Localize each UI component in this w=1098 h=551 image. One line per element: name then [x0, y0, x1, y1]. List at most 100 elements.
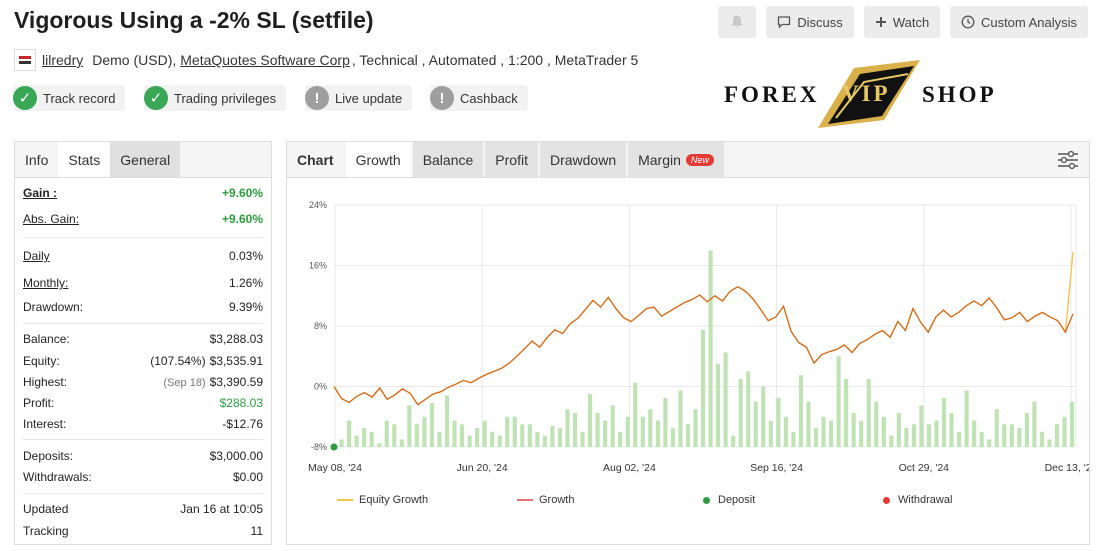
tab-balance[interactable]: Balance — [412, 142, 484, 177]
tab-growth[interactable]: Growth — [345, 142, 411, 177]
stat-value: 9.39% — [228, 300, 263, 314]
tab-stats[interactable]: Stats — [58, 142, 111, 177]
custom-analysis-button[interactable]: Custom Analysis — [950, 6, 1088, 38]
watch-button[interactable]: Watch — [864, 6, 940, 38]
stat-label[interactable]: Gain : — [23, 186, 58, 200]
chart-bar — [535, 431, 540, 447]
x-tick-label: Aug 02, '24 — [603, 462, 656, 474]
stat-label[interactable]: Abs. Gain: — [23, 212, 80, 226]
stat-prefix: (107.54%) — [150, 354, 206, 368]
avatar — [14, 49, 36, 71]
tab-drawdown[interactable]: Drawdown — [539, 142, 627, 177]
stat-value: $288.03 — [219, 396, 263, 410]
badge-label: Trading privileges — [174, 90, 277, 106]
chart-bar — [738, 378, 743, 447]
stat-value: +9.60% — [221, 186, 263, 200]
legend-swatch — [517, 499, 533, 501]
tab-margin-label: Margin — [638, 151, 681, 168]
chart-bar — [648, 409, 653, 447]
sliders-icon[interactable] — [1057, 150, 1079, 170]
tab-info[interactable]: Info — [25, 151, 49, 168]
chart-bar — [640, 416, 645, 447]
chart-bar — [874, 401, 879, 447]
legend-equity-growth[interactable]: Equity Growth — [337, 494, 428, 506]
legend-label: Growth — [539, 494, 575, 506]
chart-tabs: Chart Growth Balance Profit Drawdown Mar… — [287, 142, 1089, 178]
chart-bar — [723, 352, 728, 447]
chart-bar — [964, 390, 969, 447]
stat-prefix: (Sep 18) — [163, 377, 206, 389]
badge-label: Cashback — [460, 90, 518, 106]
stat-equity: Equity: (107.54%) $3,535.91 — [23, 354, 263, 368]
growth-chart[interactable]: -8% 0% 8% 16% 24% May 08, '24 Jun 20, '24 Aug 0… — [287, 179, 1089, 489]
chart-bar — [482, 420, 487, 447]
stat-label: Interest: — [23, 417, 67, 431]
new-badge: New — [685, 153, 714, 166]
chart-bar — [490, 431, 495, 447]
exclamation-icon: ! — [430, 86, 454, 110]
chart-bar — [813, 428, 819, 447]
logo-word-right: SHOP — [922, 82, 997, 107]
legend-withdrawal[interactable]: Withdrawal — [883, 494, 952, 506]
chart-bar — [354, 435, 359, 447]
chart-bar — [603, 420, 608, 447]
broker-link[interactable]: MetaQuotes Software Corp — [180, 52, 350, 68]
stat-value: $3,000.00 — [209, 449, 263, 463]
account-meta: lilredry Demo (USD), MetaQuotes Software… — [14, 49, 638, 71]
custom-analysis-label: Custom Analysis — [980, 14, 1078, 30]
badge-live-update[interactable]: ! Live update — [305, 85, 413, 111]
stat-interest: Interest: -$12.76 — [23, 417, 263, 431]
stat-label[interactable]: Daily — [23, 249, 50, 263]
tab-margin[interactable]: Margin New — [628, 142, 724, 177]
chart-bar — [520, 424, 525, 447]
check-icon: ✓ — [144, 86, 168, 110]
stat-value: -$12.76 — [222, 417, 263, 431]
stat-label: Balance: — [23, 332, 70, 346]
y-tick-label: 0% — [314, 382, 327, 392]
y-tick-label: 24% — [309, 200, 327, 210]
account-type: Demo (USD), — [92, 52, 177, 68]
chart-bar — [497, 435, 502, 447]
stat-value: $3,535.91 — [209, 354, 263, 368]
stat-deposits: Deposits: $3,000.00 — [23, 449, 263, 463]
chart-bar — [572, 412, 578, 447]
badge-cashback[interactable]: ! Cashback — [430, 85, 528, 111]
user-link[interactable]: lilredry — [42, 52, 84, 68]
chart-bar — [746, 371, 751, 447]
tab-general[interactable]: General — [110, 142, 181, 177]
chart-bar — [972, 420, 977, 447]
chart-bar — [467, 435, 472, 447]
chart-bar — [844, 378, 849, 447]
chart-bar — [550, 425, 555, 447]
chart-bar — [979, 431, 984, 447]
badge-track-record[interactable]: ✓ Track record — [13, 85, 126, 111]
chart-bar — [347, 420, 352, 447]
discuss-button[interactable]: Discuss — [766, 6, 854, 38]
stat-value: 11 — [250, 524, 263, 538]
chart-bar — [783, 416, 788, 447]
x-tick-label: Sep 16, '24 — [750, 462, 803, 474]
chart-bar — [362, 428, 367, 447]
clock-icon — [961, 15, 975, 29]
chart-bar — [610, 405, 615, 447]
chart-bar — [663, 397, 668, 447]
legend-label: Deposit — [718, 494, 756, 506]
divider — [23, 439, 263, 440]
badge-trading-privileges[interactable]: ✓ Trading privileges — [144, 85, 287, 111]
stat-label: Withdrawals: — [23, 470, 92, 484]
legend-growth[interactable]: Growth — [517, 494, 574, 506]
chart-bar — [731, 435, 736, 447]
stat-label[interactable]: Monthly: — [23, 276, 69, 290]
tab-profit[interactable]: Profit — [485, 142, 538, 177]
chart-bar — [987, 439, 992, 447]
chart-bar — [399, 439, 404, 447]
stat-withdrawals: Withdrawals: $0.00 — [23, 470, 263, 484]
forex-vip-shop-logo: FOREX VIP SHOP — [718, 60, 1008, 130]
stat-label: Tracking — [23, 524, 69, 538]
notifications-button[interactable] — [718, 6, 756, 38]
chart-bar — [889, 435, 894, 447]
legend-deposit[interactable]: Deposit — [703, 494, 755, 506]
chart-bar — [542, 435, 547, 447]
bell-icon — [731, 15, 743, 29]
chart-bar — [580, 431, 585, 447]
